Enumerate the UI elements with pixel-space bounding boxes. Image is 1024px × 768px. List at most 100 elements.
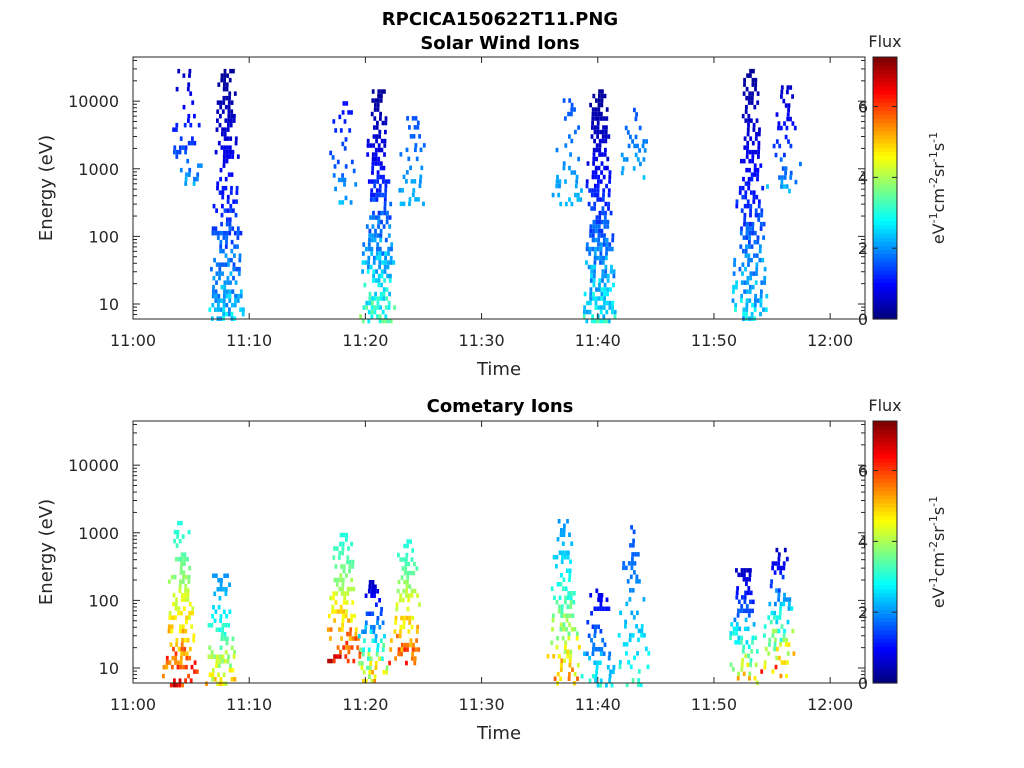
heatmap-cell (228, 77, 232, 83)
heatmap-cell (378, 188, 382, 193)
heatmap-cell (350, 618, 353, 623)
heatmap-cell (735, 626, 739, 632)
heatmap-cell (558, 550, 562, 555)
heatmap-cell (730, 622, 734, 627)
colorbar-segment (873, 278, 897, 283)
heatmap-cell (746, 626, 750, 632)
heatmap-cell (742, 608, 746, 614)
colorbar-segment (873, 126, 897, 132)
heatmap-cell (190, 624, 194, 629)
heatmap-cell (780, 175, 784, 180)
heatmap-cell (604, 255, 608, 261)
heatmap-cell (385, 665, 389, 670)
heatmap-cell (367, 255, 371, 261)
heatmap-cell (221, 681, 225, 686)
heatmap-cell (345, 600, 349, 605)
heatmap-cell (596, 192, 600, 198)
heatmap-cell (592, 147, 596, 153)
heatmap-cell (593, 633, 597, 638)
heatmap-cell (368, 291, 372, 297)
heatmap-cell (753, 167, 757, 173)
y-tick-label: 10 (99, 295, 119, 314)
heatmap-cell (222, 100, 226, 105)
heatmap-cell (632, 538, 635, 544)
heatmap-cell (775, 112, 779, 117)
heatmap-cell (748, 221, 752, 227)
colorbar-segment (873, 437, 897, 443)
colorbar-tick-label: 0 (858, 674, 868, 693)
heatmap-cell (346, 591, 350, 596)
heatmap-cell (415, 629, 419, 634)
heatmap-cell (743, 626, 747, 632)
heatmap-cell (230, 113, 233, 119)
heatmap-cell (414, 143, 418, 148)
colorbar-segment (873, 200, 897, 205)
colorbar-segment (873, 588, 897, 594)
heatmap-cell (633, 561, 637, 566)
heatmap-cell (235, 185, 239, 191)
heatmap-cell (402, 620, 406, 625)
heatmap-cell (745, 307, 749, 312)
heatmap-cell (216, 118, 219, 123)
heatmap-cell (335, 591, 338, 596)
heatmap-cell (783, 592, 786, 598)
heatmap-cell (376, 174, 380, 180)
heatmap-cell (569, 559, 572, 564)
heatmap-cell (225, 293, 229, 299)
heatmap-cell (608, 179, 611, 184)
heatmap-cell (214, 573, 218, 578)
heatmap-cell (367, 656, 370, 661)
heatmap-cell (226, 136, 230, 141)
heatmap-cell (575, 174, 579, 180)
heatmap-cell (175, 86, 179, 92)
heatmap-cell (354, 627, 358, 632)
heatmap-cell (229, 208, 232, 213)
heatmap-cell (597, 593, 601, 598)
heatmap-cell (193, 669, 196, 674)
heatmap-cell (402, 201, 406, 207)
heatmap-cell (383, 152, 386, 157)
heatmap-cell (399, 152, 403, 157)
heatmap-cell (213, 591, 217, 596)
heatmap-cell (222, 587, 225, 592)
heatmap-cell (592, 93, 596, 99)
heatmap-cell (568, 622, 571, 627)
heatmap-cell (742, 644, 746, 650)
heatmap-cell (592, 156, 596, 162)
heatmap-cell (180, 561, 183, 566)
heatmap-cell (223, 636, 226, 641)
heatmap-cell (232, 208, 235, 213)
heatmap-cell (396, 588, 400, 594)
heatmap-cell (342, 568, 346, 574)
heatmap-cell (184, 176, 188, 182)
heatmap-cell (594, 170, 598, 175)
heatmap-cell (384, 305, 388, 310)
heatmap-cell (413, 588, 417, 594)
heatmap-cell (226, 208, 230, 213)
heatmap-cell (585, 246, 589, 252)
heatmap-cell (380, 269, 384, 274)
heatmap-cell (555, 555, 559, 560)
heatmap-cell (376, 589, 380, 594)
heatmap-cell (376, 107, 380, 112)
heatmap-cell (575, 179, 579, 184)
colorbar-segment (873, 130, 897, 136)
heatmap-cell (176, 529, 180, 535)
heatmap-cell (373, 679, 376, 684)
heatmap-cell (642, 157, 646, 162)
heatmap-cell (372, 192, 376, 198)
heatmap-cell (233, 302, 237, 308)
heatmap-cell (193, 660, 197, 665)
heatmap-cell (403, 570, 407, 576)
heatmap-cell (580, 674, 584, 679)
heatmap-cell (226, 127, 230, 132)
heatmap-cell (600, 102, 604, 108)
heatmap-cell (233, 113, 236, 119)
heatmap-cell (362, 670, 366, 675)
heatmap-cell (385, 296, 388, 301)
heatmap-cell (735, 631, 738, 636)
heatmap-cell (329, 636, 332, 641)
heatmap-cell (622, 565, 625, 571)
heatmap-cell (371, 584, 374, 589)
heatmap-cell (197, 122, 201, 128)
